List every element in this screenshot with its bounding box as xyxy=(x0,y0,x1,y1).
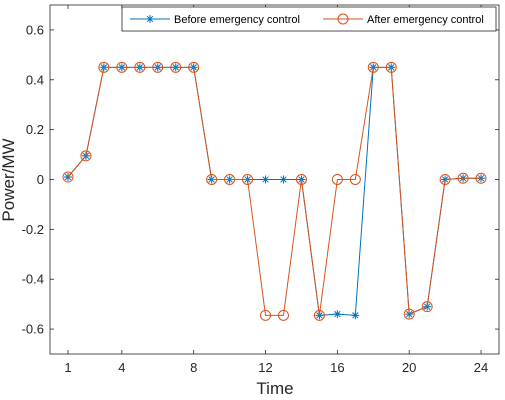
data-point-1-1 xyxy=(80,150,92,162)
legend-label-after: After emergency control xyxy=(367,14,484,26)
tick-layer: 1 4 8 12 16 20 24 -0.6 -0.4 -0.2 0 0.2 0.4 0.6 xyxy=(22,5,499,375)
data-point-1-15 xyxy=(331,174,343,185)
data-point-0-15-stroke xyxy=(334,310,341,318)
y-tick-label: 0 xyxy=(37,172,44,187)
x-tick-label: 20 xyxy=(402,360,416,375)
data-point-0-11 xyxy=(261,175,270,184)
legend-asterisk-icon xyxy=(146,15,154,23)
data-point-1-8 xyxy=(206,174,218,185)
y-tick-label: -0.4 xyxy=(22,272,44,287)
series-1 xyxy=(62,61,487,321)
data-point-1-0 xyxy=(62,171,74,183)
data-point-0-12 xyxy=(279,175,288,184)
y-tick-label: -0.2 xyxy=(22,222,44,237)
data-point-1-21 xyxy=(439,174,451,185)
x-tick-label: 24 xyxy=(474,360,488,375)
data-point-1-13 xyxy=(295,174,307,185)
data-point-0-15 xyxy=(333,310,342,319)
legend: Before emergency control After emergency… xyxy=(121,6,497,32)
data-point-0-12-stroke xyxy=(280,176,287,183)
data-point-1-5 xyxy=(152,61,164,73)
data-point-1-17 xyxy=(367,61,379,73)
data-point-1-14 xyxy=(313,309,325,321)
data-point-1-9 xyxy=(224,174,236,185)
legend-marker-before xyxy=(146,15,154,23)
x-tick-label: 1 xyxy=(64,360,71,375)
data-point-1-4 xyxy=(134,61,146,73)
y-tick-label: 0.4 xyxy=(26,72,44,87)
data-point-1-22 xyxy=(457,172,469,184)
x-tick-label: 12 xyxy=(258,360,272,375)
data-point-1-12 xyxy=(277,309,289,321)
data-point-1-19 xyxy=(403,308,415,320)
data-point-1-11 xyxy=(260,309,272,321)
data-point-1-3 xyxy=(116,61,128,73)
y-tick-label: -0.6 xyxy=(22,322,44,337)
data-point-1-7 xyxy=(188,61,200,73)
x-axis-label: Time xyxy=(256,379,293,398)
series-layer xyxy=(62,61,487,321)
legend-circle-icon xyxy=(337,13,349,25)
data-point-0-16 xyxy=(351,311,360,320)
x-tick-label: 4 xyxy=(118,360,125,375)
data-point-1-18 xyxy=(385,61,397,73)
y-axis-label: Power/MW xyxy=(0,138,18,221)
data-point-1-20 xyxy=(421,301,433,313)
y-tick-label: 0.2 xyxy=(26,122,44,137)
data-point-0-11-stroke xyxy=(262,176,269,183)
data-point-1-10 xyxy=(242,174,254,185)
data-point-1-16 xyxy=(349,174,361,185)
x-tick-label: 8 xyxy=(190,360,197,375)
legend-marker-after xyxy=(337,13,349,25)
legend-box xyxy=(121,6,497,32)
legend-label-before: Before emergency control xyxy=(174,14,300,26)
y-tick-label: 0.6 xyxy=(26,22,44,37)
x-tick-label: 16 xyxy=(330,360,344,375)
data-point-1-23 xyxy=(475,172,487,184)
series-line-1 xyxy=(67,66,482,316)
data-point-1-6 xyxy=(170,61,182,73)
legend-asterisk-icon-stroke xyxy=(146,15,154,23)
data-point-0-16-stroke xyxy=(352,312,359,319)
data-point-1-2 xyxy=(98,61,110,73)
